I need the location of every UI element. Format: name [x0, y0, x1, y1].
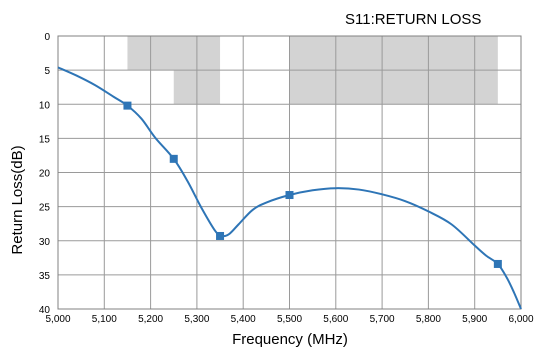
x-axis-label: Frequency (MHz) — [232, 331, 348, 348]
x-tick-label: 5,000 — [45, 314, 70, 325]
x-tick-label: 5,600 — [323, 314, 348, 325]
series-line-1 — [57, 66, 522, 310]
chart-title: S11:RETURN LOSS — [345, 11, 481, 28]
data-marker-3 — [216, 231, 225, 240]
x-tick-labels: 5,000 5,100 5,200 5,300 5,400 5,500 5,600 5,700… — [45, 314, 533, 325]
plot-frame — [57, 35, 522, 310]
y-tick-label: 0 — [44, 32, 50, 43]
x-tick-label: 5,800 — [416, 314, 441, 325]
x-tick-label: 5,200 — [138, 314, 163, 325]
y-tick-label: 40 — [39, 305, 51, 316]
y-axis-label: Return Loss(dB) — [9, 145, 26, 254]
spec-region-1 — [127, 36, 221, 71]
markers — [123, 101, 502, 268]
y-tick-label: 20 — [39, 169, 51, 180]
y-tick-label: 25 — [39, 203, 51, 214]
y-tick-label: 35 — [39, 271, 51, 282]
x-tick-label: 5,900 — [462, 314, 487, 325]
data-marker-4 — [285, 191, 294, 200]
grid — [57, 35, 522, 310]
data-marker-1 — [123, 101, 132, 110]
data-marker-2 — [169, 154, 178, 163]
x-tick-label: 5,500 — [277, 314, 302, 325]
x-tick-label: 5,300 — [184, 314, 209, 325]
y-tick-labels: 0 5 10 15 20 25 30 35 40 — [39, 32, 51, 316]
y-tick-label: 10 — [39, 100, 51, 111]
y-tick-label: 15 — [39, 134, 51, 145]
series-line-layer — [57, 66, 522, 310]
x-tick-label: 5,100 — [92, 314, 117, 325]
y-tick-label: 30 — [39, 237, 51, 248]
x-tick-label: 6,000 — [508, 314, 533, 325]
x-tick-label: 5,400 — [231, 314, 256, 325]
data-marker-5 — [493, 259, 502, 268]
x-tick-label: 5,700 — [370, 314, 395, 325]
y-tick-label: 5 — [44, 66, 50, 77]
